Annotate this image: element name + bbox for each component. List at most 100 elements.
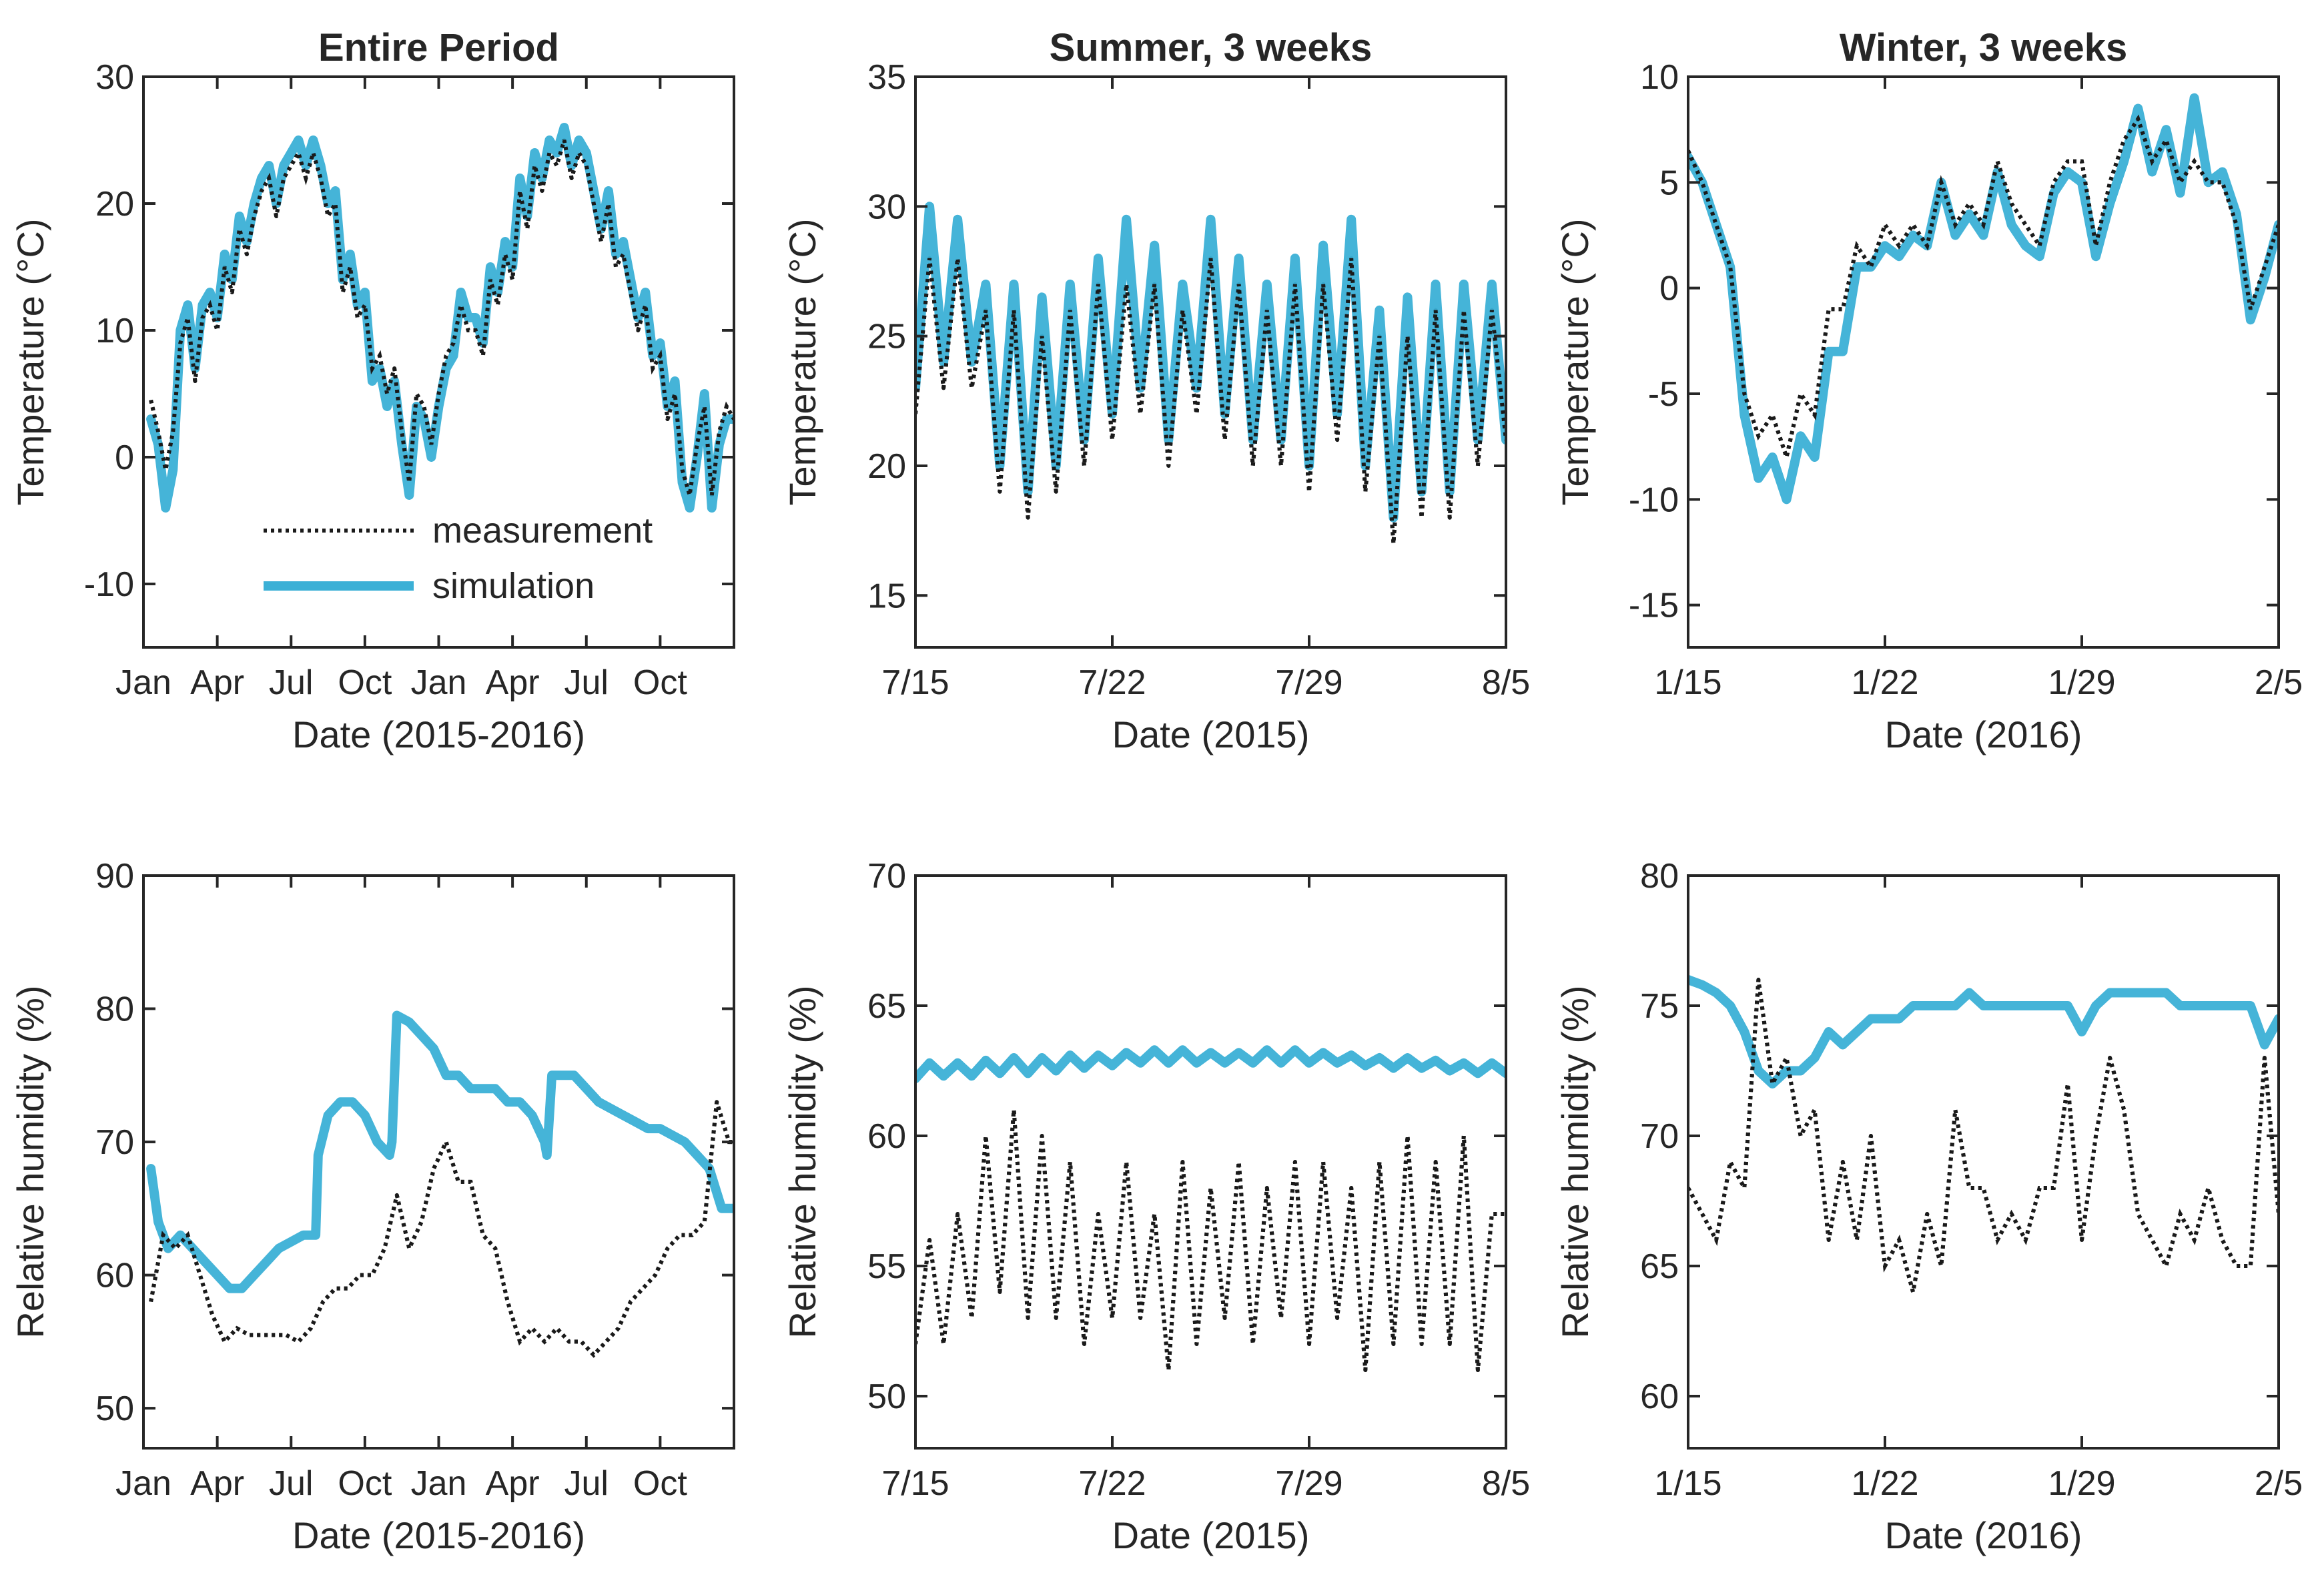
axes-box <box>914 75 1507 649</box>
chart-2: 15 20 25 30 35 7/15 7/22 7/29 8/5 Summer, 3 weeks… <box>781 26 1530 755</box>
x-tick-label: 1/29 <box>2048 663 2115 702</box>
x-tick-label: 1/15 <box>1654 1464 1721 1503</box>
chart-title: Summer, 3 weeks <box>1050 26 1373 69</box>
series-simulation <box>915 1045 1506 1084</box>
x-tick-label: 1/22 <box>1851 663 1918 702</box>
series-group <box>915 202 1506 546</box>
series-simulation <box>146 123 734 513</box>
y-tick-label: -5 <box>1648 375 1679 414</box>
series-group <box>1688 93 2279 505</box>
y-tick-label: 0 <box>115 438 134 477</box>
x-tick-label: 7/15 <box>881 1464 949 1503</box>
x-axis-label: Date (2015) <box>1112 713 1310 755</box>
x-tick-label: Jan <box>411 1464 467 1503</box>
y-axis-label: Relative humidity (%) <box>781 985 823 1338</box>
x-tick-label: Oct <box>338 1464 392 1503</box>
chart-1: -10 0 10 20 30 Jan Apr Jul Oct Jan Apr Jul Oct Entire… <box>9 26 735 755</box>
y-tick-label: 5 <box>1659 164 1679 202</box>
y-tick-label: -15 <box>1629 587 1679 625</box>
y-tick-label: 0 <box>1659 270 1679 308</box>
x-tick-label: Jul <box>269 663 313 702</box>
x-tick-label: Jul <box>564 1464 609 1503</box>
x-tick-label: Jul <box>269 1464 313 1503</box>
x-tick-label: 2/5 <box>2255 663 2303 702</box>
x-tick-label: Jan <box>411 663 467 702</box>
x-tick-label: Jan <box>115 1464 171 1503</box>
chart-5: 50 55 60 65 70 7/15 7/22 7/29 8/5 Date (2015) Rela… <box>781 857 1530 1556</box>
y-tick-label: 60 <box>95 1257 134 1295</box>
x-tick-label: Apr <box>190 663 244 702</box>
series-simulation <box>1688 975 2279 1088</box>
y-tick-label: 50 <box>95 1389 134 1428</box>
x-axis-label: Date (2016) <box>1885 1514 2082 1556</box>
y-tick-label: 70 <box>867 857 906 896</box>
y-tick-label: 20 <box>95 185 134 224</box>
series-simulation <box>1688 93 2279 505</box>
x-tick-label: 8/5 <box>1482 663 1530 702</box>
chart-3: -15 -10 -5 0 5 10 1/15 1/22 1/29 2/5 Winter, 3 wee… <box>1554 26 2303 755</box>
y-tick-label: 80 <box>1640 857 1679 896</box>
y-tick-label: 70 <box>1640 1117 1679 1156</box>
y-tick-label: 30 <box>867 188 906 226</box>
series-measurement-overlay <box>1688 114 2279 465</box>
y-tick-label: 75 <box>1640 987 1679 1026</box>
axes-box <box>1687 75 2280 649</box>
y-axis-label: Temperature (°C) <box>781 218 823 505</box>
x-tick-label: Jul <box>564 663 609 702</box>
x-tick-label: 7/15 <box>881 663 949 702</box>
chart-4: 50 60 70 80 90 Jan Apr Jul Oct Jan Apr Jul Oct Date (… <box>9 857 735 1556</box>
series-group <box>915 1045 1506 1372</box>
x-axis-label: Date (2015-2016) <box>292 713 585 755</box>
series-measurement-overlay <box>149 139 734 496</box>
series-group <box>146 123 734 513</box>
series-measurement-overlay <box>915 1109 1506 1371</box>
y-tick-label: 20 <box>867 447 906 486</box>
chart-title: Entire Period <box>318 26 559 69</box>
series-measurement-overlay <box>149 1101 734 1358</box>
y-tick-label: 10 <box>1640 58 1679 97</box>
x-tick-label: 7/29 <box>1275 1464 1342 1503</box>
x-tick-label: Jan <box>115 663 171 702</box>
series-group <box>146 1010 734 1358</box>
x-tick-label: Apr <box>486 663 540 702</box>
y-tick-label: 25 <box>867 318 906 356</box>
y-tick-label: -10 <box>84 565 134 604</box>
x-tick-label: 2/5 <box>2255 1464 2303 1503</box>
series-measurement-overlay <box>915 258 1506 544</box>
series-measurement-overlay <box>1688 979 2279 1293</box>
y-tick-label: 35 <box>867 58 906 97</box>
axes-box <box>914 874 1507 1450</box>
y-axis-label: Temperature (°C) <box>1554 218 1596 505</box>
series-measurement <box>149 1100 734 1357</box>
y-tick-label: 65 <box>867 987 906 1026</box>
legend: measurement simulation <box>264 511 653 606</box>
y-tick-label: 50 <box>867 1377 906 1416</box>
y-tick-label: 65 <box>1640 1247 1679 1286</box>
y-axis-label: Relative humidity (%) <box>9 985 51 1338</box>
legend-measurement-label: measurement <box>432 511 653 551</box>
y-tick-label: 30 <box>95 58 134 97</box>
x-tick-label: Oct <box>633 1464 687 1503</box>
chart-6: 60 65 70 75 80 1/15 1/22 1/29 2/5 Date (2016) Rela… <box>1554 857 2303 1556</box>
y-axis-label: Relative humidity (%) <box>1554 985 1596 1338</box>
axes-box <box>1687 874 2280 1450</box>
x-tick-label: 7/22 <box>1078 1464 1146 1503</box>
y-tick-label: 60 <box>867 1117 906 1156</box>
series-group <box>1688 975 2279 1294</box>
series-measurement <box>1688 117 2279 459</box>
chart-title: Winter, 3 weeks <box>1840 26 2127 69</box>
x-axis-label: Date (2015-2016) <box>292 1514 585 1556</box>
y-axis-label: Temperature (°C) <box>9 218 51 505</box>
x-axis-label: Date (2016) <box>1885 713 2082 755</box>
y-tick-label: -10 <box>1629 481 1679 519</box>
x-tick-label: Apr <box>486 1464 540 1503</box>
legend-simulation-label: simulation <box>432 566 595 606</box>
y-tick-label: 90 <box>95 857 134 896</box>
series-simulation <box>146 1010 734 1293</box>
x-tick-label: 1/29 <box>2048 1464 2115 1503</box>
x-tick-label: Oct <box>338 663 392 702</box>
x-tick-label: Oct <box>633 663 687 702</box>
series-measurement <box>1688 978 2279 1294</box>
x-tick-label: 7/22 <box>1078 663 1146 702</box>
